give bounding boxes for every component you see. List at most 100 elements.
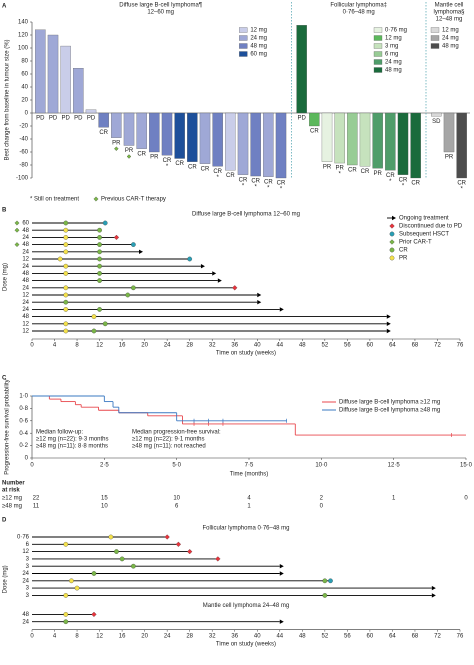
y-tick-label: 100 <box>18 46 29 52</box>
event-cr <box>91 571 97 576</box>
x-tick-label: 76 <box>457 633 464 639</box>
bar <box>359 112 371 167</box>
x-tick-label: 64 <box>389 343 396 349</box>
legend-label: 24 mg <box>385 60 402 66</box>
x-axis-label: Time (months) <box>230 472 268 478</box>
x-tick-label: 4 <box>53 633 57 639</box>
event-pd <box>91 611 97 618</box>
risk-value: 15 <box>101 496 108 502</box>
event-hsct <box>131 242 136 247</box>
bar <box>225 112 236 171</box>
risk-value: 0 <box>464 496 468 502</box>
bar <box>212 112 223 167</box>
y-tick-label: 0·4 <box>19 431 28 437</box>
note: ≥12 mg (n=22): 9·3 months <box>36 437 109 443</box>
bar <box>174 112 185 159</box>
response-label: CR <box>188 164 197 170</box>
event-pr <box>91 314 97 319</box>
response-label: CR <box>99 130 108 136</box>
y-tick-label: 20 <box>21 98 28 104</box>
y-axis-label: Best change from baseline in tumour size… <box>5 39 11 160</box>
dose-label: 24 <box>22 578 29 584</box>
bar <box>199 112 211 164</box>
ongoing-arrow <box>212 271 217 276</box>
legend-label: 48 mg <box>250 44 267 50</box>
ongoing-arrow <box>386 321 391 326</box>
bar <box>296 25 307 114</box>
event-pd <box>175 541 182 547</box>
footnote-symbol <box>93 196 99 202</box>
y-tick-label: 80 <box>21 59 28 65</box>
footnote: Previous CAR-T therapy <box>101 197 166 203</box>
x-tick-label: 20 <box>141 633 148 639</box>
legend-label: 60 mg <box>250 52 267 58</box>
x-tick-label: 44 <box>276 343 283 349</box>
dose-label: 48 <box>22 314 29 320</box>
dose-label: 3 <box>26 556 30 562</box>
x-axis-label: Time on study (weeks) <box>216 351 276 357</box>
x-tick-label: 52 <box>321 633 328 639</box>
legend-label: 3 mg <box>385 44 398 50</box>
x-tick-label: 5·0 <box>172 463 181 469</box>
x-tick-label: 0 <box>30 633 34 639</box>
event-pr <box>63 249 69 255</box>
on-treatment-mark: * <box>338 172 341 178</box>
legend-symbol <box>389 239 395 245</box>
y-tick-label: 120 <box>18 33 29 39</box>
x-tick-label: 2·5 <box>100 463 109 469</box>
group-title: Mantle cell <box>435 3 464 9</box>
legend-symbol <box>389 223 395 229</box>
car-t-mark <box>114 146 119 151</box>
response-label: CR <box>201 166 210 172</box>
event-cr <box>63 619 69 625</box>
risk-value: 11 <box>33 504 40 510</box>
legend-swatch <box>239 35 248 41</box>
dose-label: 24 <box>22 571 29 577</box>
ongoing-arrow <box>279 619 284 624</box>
response-label: PR <box>373 171 382 177</box>
bar <box>136 112 147 149</box>
x-tick-label: 40 <box>254 343 261 349</box>
legend-swatch <box>373 43 383 49</box>
event-pd <box>164 534 170 540</box>
bar <box>397 112 409 175</box>
bar <box>456 112 467 179</box>
response-label: CR <box>213 169 222 175</box>
legend-symbol <box>389 231 395 237</box>
legend-symbol <box>389 255 395 261</box>
dose-label: 12 <box>22 549 29 555</box>
legend-label: Prior CAR-T <box>399 240 432 246</box>
event-cr <box>97 278 102 283</box>
legend-swatch <box>239 43 248 49</box>
bar <box>60 45 71 114</box>
ongoing-arrow <box>431 593 436 598</box>
bar <box>410 112 421 179</box>
ongoing-arrow <box>139 249 143 254</box>
response-label: CR <box>361 169 370 175</box>
x-tick-label: 24 <box>164 633 171 639</box>
x-tick-label: 7·5 <box>245 463 254 469</box>
on-treatment-mark: * <box>166 164 169 170</box>
event-cr <box>91 328 97 334</box>
event-cr <box>97 271 102 276</box>
legend-label: Subsequent HSCT <box>399 232 449 238</box>
response-label: PD <box>87 116 96 122</box>
response-label: CR <box>310 129 319 135</box>
x-tick-label: 0 <box>30 463 34 469</box>
y-tick-label: 1·0 <box>19 394 28 400</box>
response-label: CR <box>175 161 184 167</box>
event-pr <box>63 612 69 617</box>
dose-label: 24 <box>22 264 29 270</box>
section-title: Mantle cell lymphoma 24–48 mg <box>203 603 289 609</box>
event-pd <box>215 556 221 562</box>
dose-label: 48 <box>22 271 29 277</box>
event-pr <box>63 321 69 327</box>
y-tick-label: 140 <box>18 20 29 26</box>
x-tick-label: 36 <box>231 343 238 349</box>
legend-swatch <box>373 35 383 41</box>
response-label: CR <box>386 173 395 179</box>
legend-label: Discontinued due to PD <box>399 224 463 230</box>
legend-swatch <box>373 51 383 57</box>
bar <box>334 112 345 164</box>
event-pr <box>63 227 69 233</box>
